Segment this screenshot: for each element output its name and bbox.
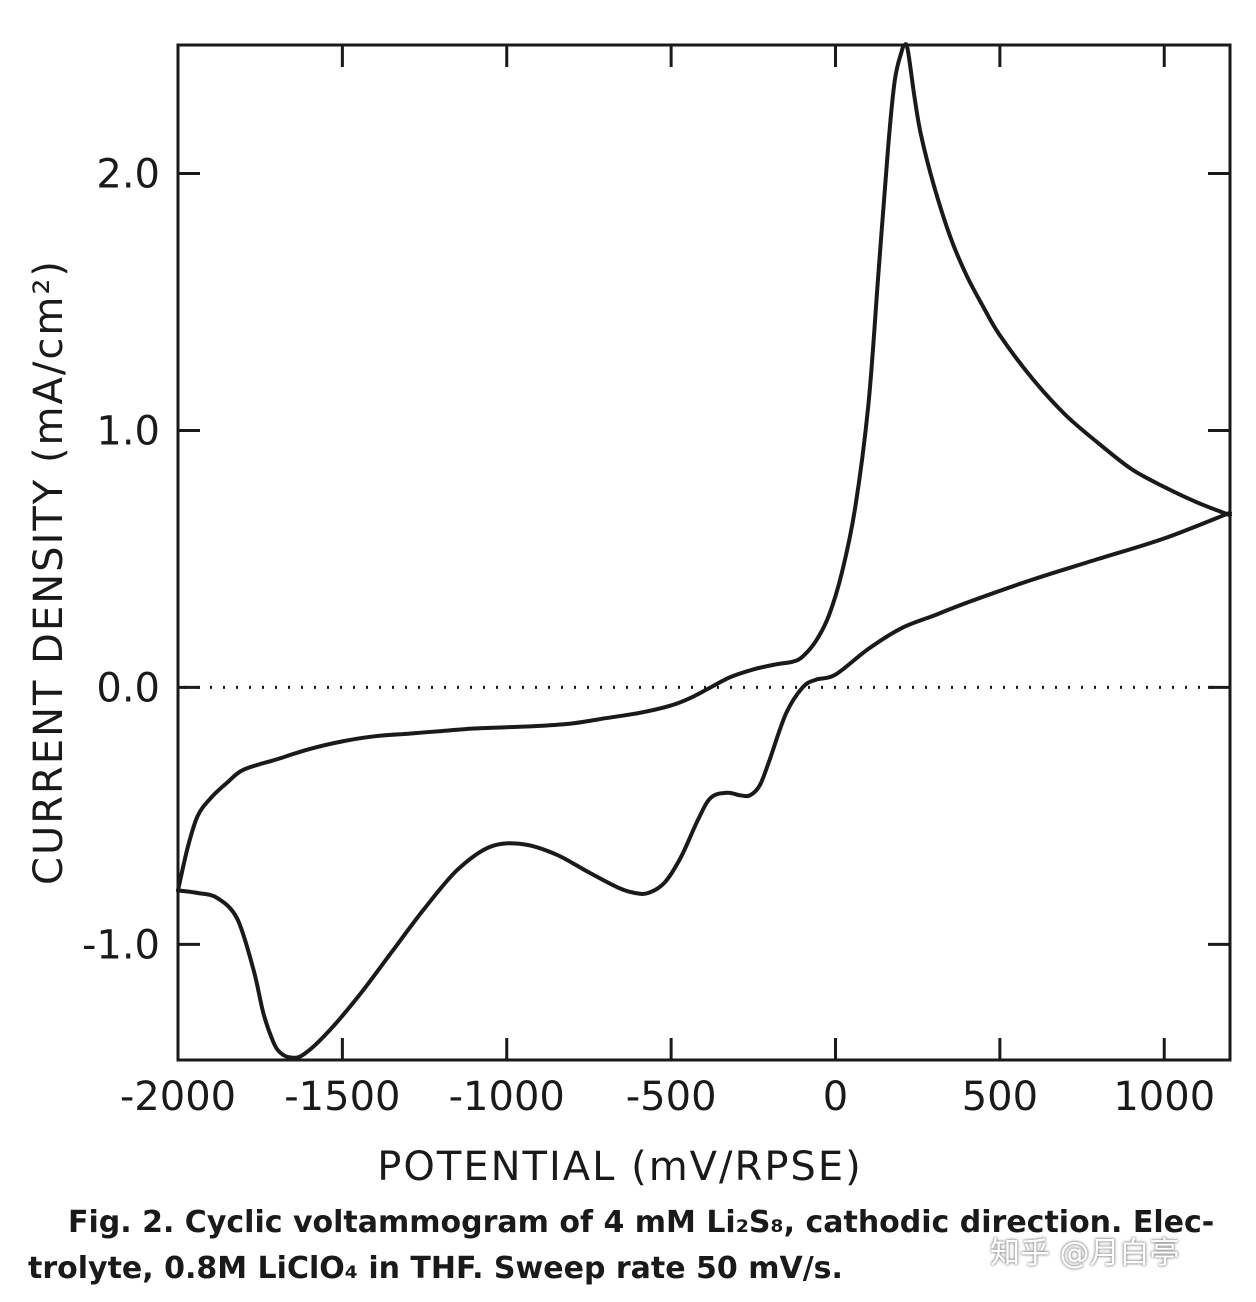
caption-line-1: Fig. 2. Cyclic voltammogram of 4 mM Li₂S… — [68, 1205, 1215, 1240]
plot-frame — [176, 43, 1232, 1062]
series-line-anodic — [176, 42, 1232, 893]
y-axis-title: CURRENT DENSITY (mA/cm²) — [26, 259, 72, 885]
series-line-cathodic — [176, 510, 1232, 1060]
watermark: 知乎 @月白亭 — [990, 1236, 1180, 1271]
y-tick-label: 0.0 — [96, 665, 160, 711]
x-axis-title: POTENTIAL (mV/RPSE) — [377, 1144, 862, 1190]
y-tick-label: 2.0 — [96, 151, 160, 197]
series-group — [176, 42, 1232, 1060]
figure-caption: Fig. 2. Cyclic voltammogram of 4 mM Li₂S… — [28, 1200, 1238, 1292]
y-tick-label: -1.0 — [82, 922, 160, 968]
y-tick-label: 1.0 — [96, 408, 160, 454]
voltammogram-chart: -2000 -1500 -1000 -500 0 500 1000 -1.0 0.0 1.0 2.… — [26, 42, 1232, 1190]
y-axis-ticks: -1.0 0.0 1.0 2.0 — [82, 151, 1230, 968]
x-tick-label: 0 — [823, 1074, 848, 1120]
x-tick-label: -500 — [626, 1074, 717, 1120]
x-tick-label: -2000 — [120, 1074, 236, 1120]
caption-line-2: trolyte, 0.8M LiClO₄ in THF. Sweep rate … — [28, 1251, 843, 1286]
x-tick-label: -1000 — [449, 1074, 565, 1120]
x-axis-ticks: -2000 -1500 -1000 -500 0 500 1000 — [120, 45, 1215, 1120]
x-tick-label: 500 — [962, 1074, 1038, 1120]
x-tick-label: -1500 — [284, 1074, 400, 1120]
x-tick-label: 1000 — [1113, 1074, 1215, 1120]
